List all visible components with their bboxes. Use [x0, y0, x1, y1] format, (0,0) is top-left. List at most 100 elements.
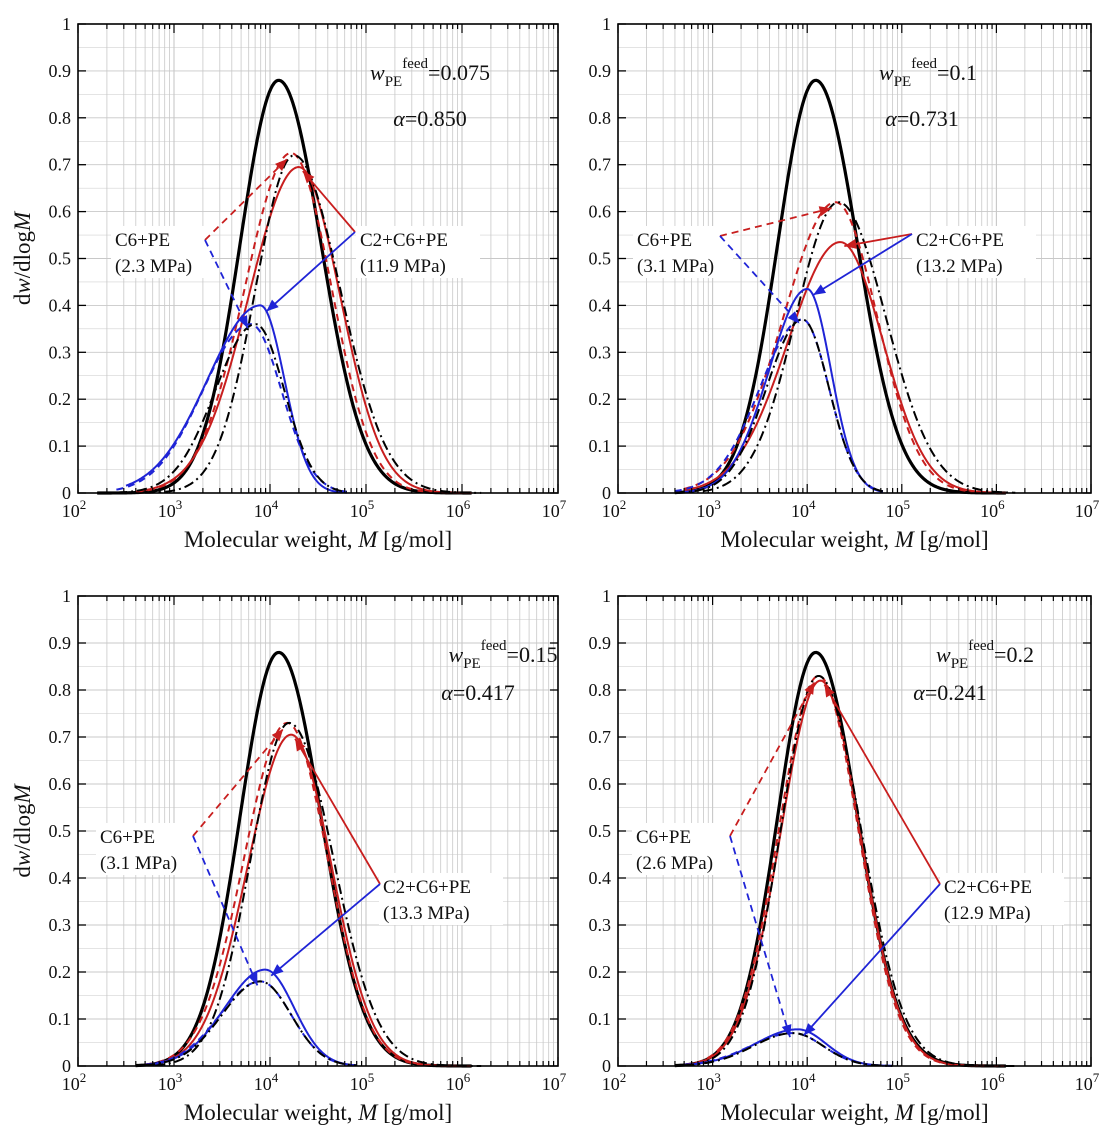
x-tick-exponent: 3: [714, 1070, 721, 1085]
c6-pe-label: C6+PE (3.1 MPa): [633, 226, 733, 278]
annotation-arrows: [719, 206, 913, 325]
x-tick-label: 102: [62, 497, 87, 521]
c6-label-name: C6+PE: [115, 230, 170, 251]
x-tick-base: 10: [1075, 501, 1093, 521]
x-tick-label: 106: [980, 1070, 1005, 1094]
y-tick-label: 1: [62, 586, 71, 606]
y-tick-label: 0.1: [49, 436, 72, 456]
c6-arrow-red-head: [818, 206, 832, 216]
x-tick-base: 10: [791, 1074, 809, 1094]
y-tick-label: 0: [62, 483, 71, 503]
c2-label-pressure: (11.9 MPa): [360, 256, 446, 277]
x-axis-label-unit: [g/mol]: [914, 527, 989, 552]
alpha-annotation: α=0.417: [441, 680, 514, 705]
c2-arrow-blue-head: [813, 284, 827, 295]
x-tick-label: 103: [158, 1070, 183, 1094]
c6-pe-label: C6+PE (2.3 MPa): [111, 226, 211, 278]
wpe-subscript: PE: [463, 656, 481, 672]
y-tick-label: 0: [602, 483, 611, 503]
y-tick-label: 0.3: [589, 915, 612, 935]
y-axis-label-part: /dlog: [10, 231, 35, 279]
c2-label-bg: [912, 226, 1036, 278]
wpe-feed-annotation: wPE feed=0.075: [370, 56, 490, 90]
wpe-superscript: feed: [402, 56, 428, 72]
y-tick-label: 1: [62, 14, 71, 34]
wpe-value: =0.1: [937, 60, 977, 85]
x-tick-exponent: 5: [368, 497, 375, 512]
y-axis-label: dw/dlogM: [10, 783, 35, 878]
series-line-black-dashdot-low: [97, 323, 347, 494]
c2-c6-pe-label: C2+C6+PE (11.9 MPa): [356, 226, 480, 278]
c6-arrow-blue: [192, 835, 259, 986]
series-line-black-dashdot-main: [693, 674, 1016, 1067]
c6-label-pressure: (3.1 MPa): [100, 853, 177, 874]
wpe-feed-annotation: wPEfeed=0.15: [449, 638, 558, 672]
x-tick-base: 10: [980, 1074, 998, 1094]
x-tick-exponent: 5: [904, 497, 911, 512]
c6-label-pressure: (2.6 MPa): [636, 853, 713, 874]
wpe-symbol: w: [370, 60, 385, 85]
x-tick-exponent: 5: [904, 1070, 911, 1085]
alpha-symbol: α: [913, 680, 925, 705]
wpe-value: =0.075: [428, 60, 490, 85]
series-line-red-dashed: [135, 151, 472, 494]
x-tick-exponent: 2: [80, 497, 87, 512]
y-tick-label: 0.7: [589, 727, 612, 747]
y-tick-label: 0.1: [589, 436, 612, 456]
c2-arrow-blue: [265, 231, 356, 313]
c6-pe-label: C6+PE (3.1 MPa): [96, 823, 196, 875]
x-axis-label-symbol: M: [357, 527, 379, 552]
y-tick-label: 0.4: [589, 868, 612, 888]
y-tick-label: 1: [602, 586, 611, 606]
x-axis-label-text: Molecular weight,: [720, 527, 894, 552]
alpha-value: =0.417: [453, 680, 515, 705]
x-tick-exponent: 3: [714, 497, 721, 512]
series-line-red-dashed: [684, 674, 1006, 1067]
x-tick-exponent: 2: [620, 497, 627, 512]
x-tick-exponent: 3: [176, 1070, 183, 1085]
wpe-subscript: PE: [385, 74, 403, 90]
x-tick-exponent: 5: [368, 1070, 375, 1085]
y-tick-label: 0.7: [49, 155, 72, 175]
series-line-blue-solid: [125, 304, 347, 494]
c6-arrow-blue: [204, 239, 249, 329]
series-line-blue-dashed: [674, 318, 884, 493]
x-tick-base: 10: [602, 1074, 620, 1094]
y-tick-label: 0.7: [589, 155, 612, 175]
x-axis-label-text: Molecular weight,: [184, 1100, 358, 1125]
x-tick-base: 10: [886, 501, 904, 521]
tick-marks: [77, 23, 559, 494]
x-tick-base: 10: [254, 501, 272, 521]
x-tick-base: 10: [1075, 1074, 1093, 1094]
c2-c6-pe-label: C2+C6+PE (13.3 MPa): [379, 873, 503, 925]
y-axis-label-part: M: [10, 783, 35, 805]
c6-arrow-blue: [729, 835, 791, 1038]
c2-label-bg: [356, 226, 480, 278]
x-tick-exponent: 6: [464, 1070, 471, 1085]
annotation-arrows: [192, 728, 381, 986]
c2-label-bg: [940, 873, 1064, 925]
x-tick-base: 10: [350, 1074, 368, 1094]
y-axis-label-part: d: [10, 293, 35, 305]
series-line-black-dashdot-main: [145, 154, 482, 494]
wpe-symbol: w: [879, 60, 894, 85]
x-tick-label: 105: [350, 497, 375, 521]
tick-marks: [617, 595, 1092, 1067]
wpe-superscript: feed: [968, 638, 994, 654]
y-tick-label: 0.5: [589, 249, 612, 269]
x-tick-label: 107: [1075, 497, 1100, 521]
c2-label-pressure: (13.3 MPa): [383, 903, 470, 924]
x-axis-label-symbol: M: [357, 1100, 379, 1125]
series-group: [674, 650, 1016, 1068]
c2-label-name: C2+C6+PE: [360, 230, 448, 251]
x-tick-exponent: 6: [998, 497, 1005, 512]
alpha-symbol: α: [885, 106, 897, 131]
series-line-red-solid: [145, 733, 472, 1067]
c6-arrow-red: [729, 681, 816, 837]
wpe-feed-annotation: wPE feed=0.1: [879, 56, 977, 90]
annotation-arrows: [204, 158, 356, 329]
x-axis-label-unit: [g/mol]: [914, 1100, 989, 1125]
y-tick-label: 0: [602, 1056, 611, 1076]
x-tick-exponent: 4: [272, 1070, 279, 1085]
